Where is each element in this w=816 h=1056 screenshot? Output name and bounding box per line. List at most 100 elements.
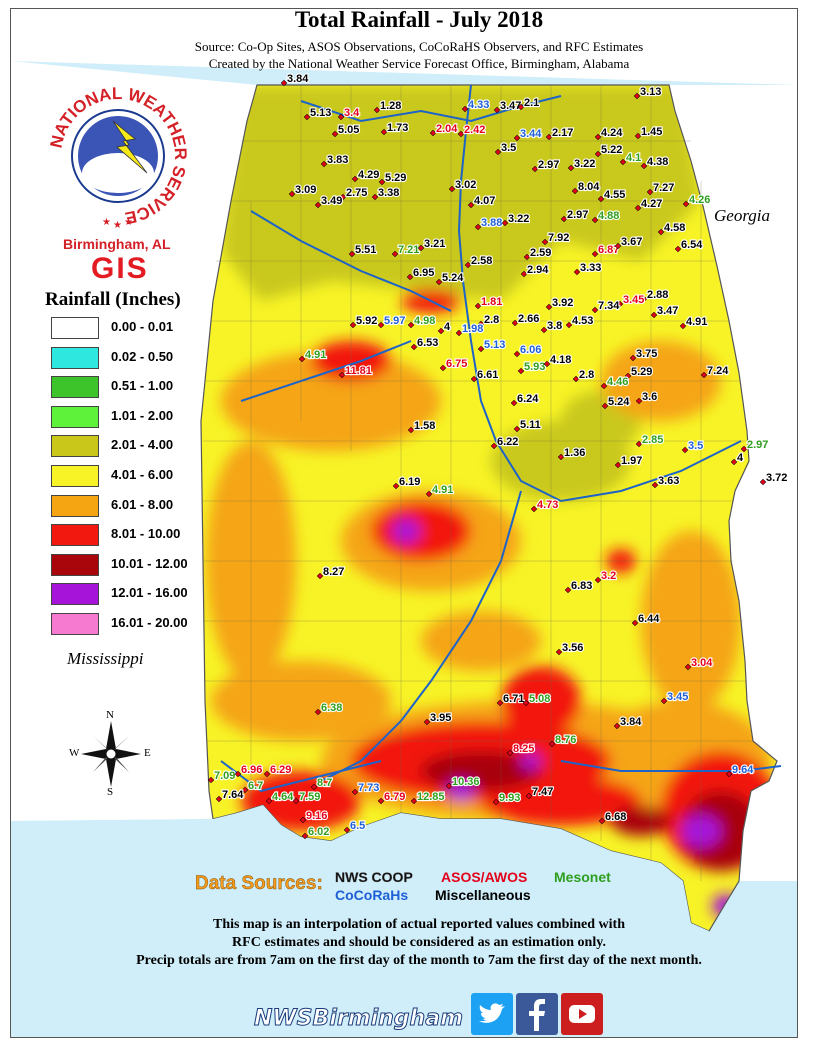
station-marker: [301, 832, 309, 840]
station-value: 7.64: [222, 789, 244, 801]
station-coop: 4.18: [543, 353, 573, 368]
station-value: 1.98: [462, 323, 483, 335]
station-marker: [377, 797, 385, 805]
station-value: 5.22: [601, 144, 622, 156]
station-mesonet: 6.02: [301, 825, 331, 840]
station-value: 4.64: [272, 791, 294, 803]
station-coop: 5.13: [303, 106, 333, 121]
station-value: 8.76: [555, 734, 576, 746]
station-mesonet: 4.46: [600, 375, 630, 390]
station-coop: 3.02: [448, 178, 478, 193]
station-value: 2.58: [471, 255, 492, 267]
station-coop: 6.53: [410, 336, 440, 351]
station-value: 5.97: [384, 315, 405, 327]
station-value: 5.29: [385, 172, 406, 184]
station-coop: 5.29: [624, 365, 654, 380]
station-marker: [560, 215, 568, 223]
station-asos: 3.45: [616, 293, 646, 308]
station-marker: [657, 228, 665, 236]
station-asos: 6.75: [439, 357, 469, 372]
station-marker: [679, 322, 687, 330]
station-value: 3.75: [636, 348, 657, 360]
station-marker: [600, 382, 608, 390]
legend-swatch: [51, 317, 99, 339]
legend-label: 0.02 - 0.50: [111, 348, 174, 364]
station-value: 2.97: [567, 209, 588, 221]
station-marker: [513, 350, 521, 358]
station-marker: [445, 782, 453, 790]
station-marker: [629, 354, 637, 362]
social-handle[interactable]: NWSBirmingham: [254, 1006, 464, 1032]
legend-label: 10.01 - 12.00: [111, 555, 188, 571]
station-value: 2.88: [647, 289, 668, 301]
station-value: 6.53: [417, 337, 438, 349]
station-coop: 6.44: [631, 612, 661, 627]
station-asos: 6.96: [234, 763, 264, 778]
station-marker: [492, 798, 500, 806]
station-coop: 8.27: [316, 565, 346, 580]
station-cocorahs: 6.5: [343, 819, 366, 834]
legend-item: 12.01 - 16.00: [51, 583, 221, 606]
station-coop: 1.58: [407, 419, 437, 434]
station-mesonet: 4.88: [591, 209, 621, 224]
station-coop: 3.22: [501, 212, 531, 227]
station-marker: [343, 826, 351, 834]
station-coop: 2.59: [523, 246, 553, 261]
station-marker: [373, 106, 381, 114]
station-marker: [292, 797, 300, 805]
compass-n: N: [106, 709, 114, 721]
station-coop: 6.24: [510, 392, 540, 407]
station-marker: [280, 79, 288, 87]
legend-swatch: [51, 465, 99, 487]
legend-label: 16.01 - 20.00: [111, 615, 188, 630]
twitter-icon[interactable]: [471, 993, 513, 1035]
station-value: 3.13: [640, 86, 661, 98]
station-coop: 3.56: [555, 641, 585, 656]
station-value: 3.49: [321, 195, 342, 207]
station-marker: [303, 113, 311, 121]
station-coop: 5.05: [331, 123, 361, 138]
legend-label: 8.01 - 10.00: [111, 526, 181, 542]
station-value: 3.67: [621, 236, 642, 248]
station-coop: 3.5: [494, 141, 517, 156]
station-marker: [513, 134, 521, 142]
station-value: 6.38: [321, 702, 342, 714]
station-value: 3.88: [481, 217, 502, 229]
station-coop: 3.47: [493, 99, 523, 114]
station-value: 7.59: [299, 791, 320, 803]
station-coop: 3.6: [635, 390, 658, 405]
station-marker: [511, 319, 519, 327]
station-marker: [314, 708, 322, 716]
station-coop: 6.71: [496, 692, 526, 707]
station-coop: 4.27: [634, 197, 664, 212]
station-mesonet: 7.21: [391, 243, 421, 258]
station-value: 4.46: [607, 376, 628, 388]
station-value: 2.97: [538, 159, 559, 171]
station-coop: 7.24: [700, 364, 730, 379]
legend-item: 2.01 - 4.00: [51, 435, 221, 458]
note-line-1: This map is an interpolation of actual r…: [213, 917, 625, 932]
station-marker: [634, 132, 642, 140]
station-asos: 3.4: [337, 106, 361, 121]
station-value: 6.83: [571, 580, 592, 592]
station-marker: [316, 572, 324, 580]
station-marker: [594, 133, 602, 141]
station-marker: [520, 270, 528, 278]
station-coop: 2.8: [572, 368, 595, 383]
station-value: 8.25: [513, 743, 534, 755]
station-value: 3.84: [620, 716, 642, 728]
facebook-icon[interactable]: [516, 993, 558, 1035]
station-value: 7.92: [548, 232, 569, 244]
legend-swatch: [51, 583, 99, 606]
station-value: 3.2: [601, 570, 616, 582]
station-value: 2.94: [527, 264, 549, 276]
station-value: 2.66: [518, 313, 539, 325]
station-mesonet: 10.36: [445, 775, 481, 790]
legend-label: 0.51 - 1.00: [111, 378, 174, 394]
station-coop: 4.53: [565, 314, 595, 329]
station-cocorahs: 3.88: [474, 216, 504, 231]
station-value: 8.04: [578, 181, 600, 193]
station-coop: 4.58: [657, 221, 687, 236]
station-value: 1.81: [481, 296, 502, 308]
youtube-icon[interactable]: [561, 993, 603, 1035]
